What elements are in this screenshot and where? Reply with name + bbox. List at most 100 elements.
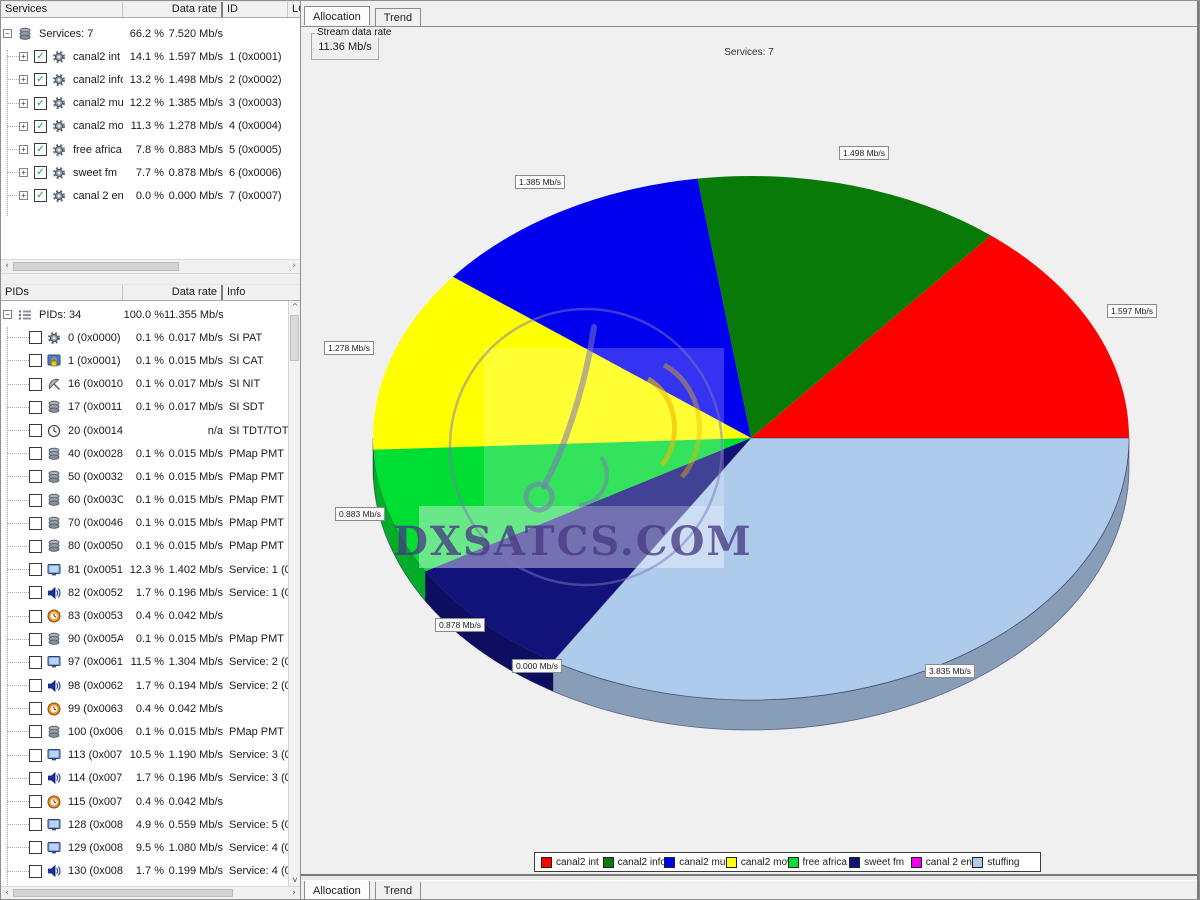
- unchecked-checkbox[interactable]: [29, 447, 42, 461]
- unchecked-checkbox[interactable]: [29, 679, 42, 693]
- expand-icon[interactable]: +: [19, 168, 28, 178]
- unchecked-checkbox[interactable]: [29, 632, 42, 646]
- pid-row[interactable]: 0 (0x0000) 0.1 % 0.017 Mb/s SI PAT: [1, 326, 288, 349]
- services-root-row[interactable]: − Services: 7 66.2 % 7.520 Mb/s: [1, 22, 300, 45]
- pids-vertical-scrollbar[interactable]: ^ v: [288, 301, 300, 886]
- tab-allocation[interactable]: Allocation: [304, 6, 370, 25]
- pid-row[interactable]: 83 (0x0053) 0.4 % 0.042 Mb/s: [1, 604, 288, 627]
- unchecked-checkbox[interactable]: [29, 563, 42, 577]
- legend-swatch: [972, 856, 984, 868]
- checked-checkbox[interactable]: ✓: [34, 96, 47, 110]
- unchecked-checkbox[interactable]: [29, 725, 42, 739]
- unchecked-checkbox[interactable]: [29, 539, 42, 553]
- unchecked-checkbox[interactable]: [29, 516, 42, 530]
- unchecked-checkbox[interactable]: [29, 748, 42, 762]
- pid-row[interactable]: 17 (0x0011) 0.1 % 0.017 Mb/s SI SDT: [1, 396, 288, 419]
- unchecked-checkbox[interactable]: [29, 493, 42, 507]
- pid-row[interactable]: 20 (0x0014) n/a SI TDT/TOT: [1, 419, 288, 442]
- pid-row[interactable]: 115 (0x0073) 0.4 % 0.042 Mb/s: [1, 790, 288, 813]
- unchecked-checkbox[interactable]: [29, 424, 42, 438]
- unchecked-checkbox[interactable]: [29, 470, 42, 484]
- services-datarate-col-header[interactable]: Data rate: [123, 2, 223, 17]
- unchecked-checkbox[interactable]: [29, 400, 42, 414]
- service-row[interactable]: + ✓ free africa 7.8 % 0.883 Mb/s 5 (0x0005): [1, 138, 300, 161]
- pid-row[interactable]: 97 (0x0061) 11.5 % 1.304 Mb/s Service: 2 (0…: [1, 651, 288, 674]
- unchecked-checkbox[interactable]: [29, 609, 42, 623]
- tree-connector: [7, 476, 29, 478]
- pid-row[interactable]: 40 (0x0028) 0.1 % 0.015 Mb/s PMap PMT: [1, 442, 288, 465]
- pid-row[interactable]: 81 (0x0051) 12.3 % 1.402 Mb/s Service: 1 (0…: [1, 558, 288, 581]
- unchecked-checkbox[interactable]: [29, 864, 42, 878]
- pids-datarate-col-header[interactable]: Data rate: [123, 285, 223, 300]
- unchecked-checkbox[interactable]: [29, 818, 42, 832]
- pids-horizontal-scrollbar[interactable]: ‹ ›: [1, 886, 300, 899]
- unchecked-checkbox[interactable]: [29, 795, 42, 809]
- expand-icon[interactable]: +: [19, 75, 28, 85]
- pid-row[interactable]: 70 (0x0046) 0.1 % 0.015 Mb/s PMap PMT: [1, 512, 288, 535]
- collapse-expander-icon[interactable]: −: [3, 310, 12, 320]
- unchecked-checkbox[interactable]: [29, 377, 42, 391]
- expand-icon[interactable]: +: [19, 98, 28, 108]
- scroll-right-icon[interactable]: ›: [288, 887, 300, 899]
- expand-icon[interactable]: +: [19, 121, 28, 131]
- tab-trend-bottom[interactable]: Trend: [374, 882, 422, 899]
- services-col-header[interactable]: Services: [1, 2, 123, 17]
- expand-icon[interactable]: +: [19, 145, 28, 155]
- service-row[interactable]: + ✓ canal2 music 12.2 % 1.385 Mb/s 3 (0x0003): [1, 92, 300, 115]
- services-lc-col-header[interactable]: LC: [292, 3, 300, 15]
- unchecked-checkbox[interactable]: [29, 354, 42, 368]
- pids-info-col-header[interactable]: Info: [227, 286, 246, 298]
- unchecked-checkbox[interactable]: [29, 841, 42, 855]
- scroll-down-icon[interactable]: v: [292, 875, 298, 884]
- tab-allocation-bottom[interactable]: Allocation: [304, 881, 370, 899]
- unchecked-checkbox[interactable]: [29, 771, 42, 785]
- tree-item-name-cell: 50 (0x0032): [1, 470, 123, 484]
- scrollbar-thumb[interactable]: [13, 889, 233, 897]
- pid-row[interactable]: 114 (0x0072) 1.7 % 0.196 Mb/s Service: 3 (0…: [1, 767, 288, 790]
- pid-row[interactable]: 60 (0x003C) 0.1 % 0.015 Mb/s PMap PMT: [1, 489, 288, 512]
- checked-checkbox[interactable]: ✓: [34, 143, 47, 157]
- pid-row[interactable]: 80 (0x0050) 0.1 % 0.015 Mb/s PMap PMT: [1, 535, 288, 558]
- scrollbar-thumb[interactable]: [13, 262, 179, 271]
- pid-row[interactable]: 98 (0x0062) 1.7 % 0.194 Mb/s Service: 2 (0x: [1, 674, 288, 697]
- pid-row[interactable]: 82 (0x0052) 1.7 % 0.196 Mb/s Service: 1 (0x: [1, 581, 288, 604]
- pid-row[interactable]: 100 (0x0064) 0.1 % 0.015 Mb/s PMap PMT: [1, 720, 288, 743]
- checked-checkbox[interactable]: ✓: [34, 119, 47, 133]
- unchecked-checkbox[interactable]: [29, 331, 42, 345]
- tab-trend[interactable]: Trend: [374, 8, 422, 26]
- collapse-expander-icon[interactable]: −: [3, 29, 12, 39]
- scroll-up-icon[interactable]: ^: [291, 302, 299, 311]
- expand-icon[interactable]: +: [19, 52, 28, 62]
- pid-row[interactable]: 16 (0x0010) 0.1 % 0.017 Mb/s SI NIT: [1, 373, 288, 396]
- pid-row[interactable]: 130 (0x0082) 1.7 % 0.199 Mb/s Service: 4 (0…: [1, 860, 288, 883]
- pid-row[interactable]: 90 (0x005A) 0.1 % 0.015 Mb/s PMap PMT: [1, 628, 288, 651]
- checked-checkbox[interactable]: ✓: [34, 189, 47, 203]
- checked-checkbox[interactable]: ✓: [34, 50, 47, 64]
- checked-checkbox[interactable]: ✓: [34, 166, 47, 180]
- expand-icon[interactable]: +: [19, 191, 28, 201]
- scroll-right-icon[interactable]: ›: [288, 260, 300, 273]
- pid-row[interactable]: 99 (0x0063) 0.4 % 0.042 Mb/s: [1, 697, 288, 720]
- service-row[interactable]: + ✓ sweet fm 7.7 % 0.878 Mb/s 6 (0x0006): [1, 161, 300, 184]
- pid-row[interactable]: 1 (0x0001) 0.1 % 0.015 Mb/s SI CAT: [1, 349, 288, 372]
- legend-label: canal2 infos: [617, 856, 665, 868]
- scroll-left-icon[interactable]: ‹: [1, 887, 13, 899]
- scroll-left-icon[interactable]: ‹: [1, 260, 13, 273]
- service-row[interactable]: + ✓ canal 2 eng... 0.0 % 0.000 Mb/s 7 (0x0007…: [1, 184, 300, 207]
- services-id-col-header[interactable]: ID: [223, 2, 288, 17]
- services-horizontal-scrollbar[interactable]: ‹ ›: [1, 259, 300, 273]
- pid-row[interactable]: 50 (0x0032) 0.1 % 0.015 Mb/s PMap PMT: [1, 465, 288, 488]
- unchecked-checkbox[interactable]: [29, 655, 42, 669]
- unchecked-checkbox[interactable]: [29, 586, 42, 600]
- pids-col-header[interactable]: PIDs: [1, 285, 123, 300]
- service-row[interactable]: + ✓ canal2 movies 11.3 % 1.278 Mb/s 4 (0x0004…: [1, 115, 300, 138]
- checked-checkbox[interactable]: ✓: [34, 73, 47, 87]
- pids-root-row[interactable]: − PIDs: 34 100.0 % 11.355 Mb/s: [1, 303, 288, 326]
- service-row[interactable]: + ✓ canal2 infos 13.2 % 1.498 Mb/s 2 (0x0002): [1, 68, 300, 91]
- scrollbar-thumb[interactable]: [290, 315, 299, 361]
- pid-row[interactable]: 128 (0x0080) 4.9 % 0.559 Mb/s Service: 5 (0…: [1, 813, 288, 836]
- service-row[interactable]: + ✓ canal2 int 14.1 % 1.597 Mb/s 1 (0x0001): [1, 45, 300, 68]
- unchecked-checkbox[interactable]: [29, 702, 42, 716]
